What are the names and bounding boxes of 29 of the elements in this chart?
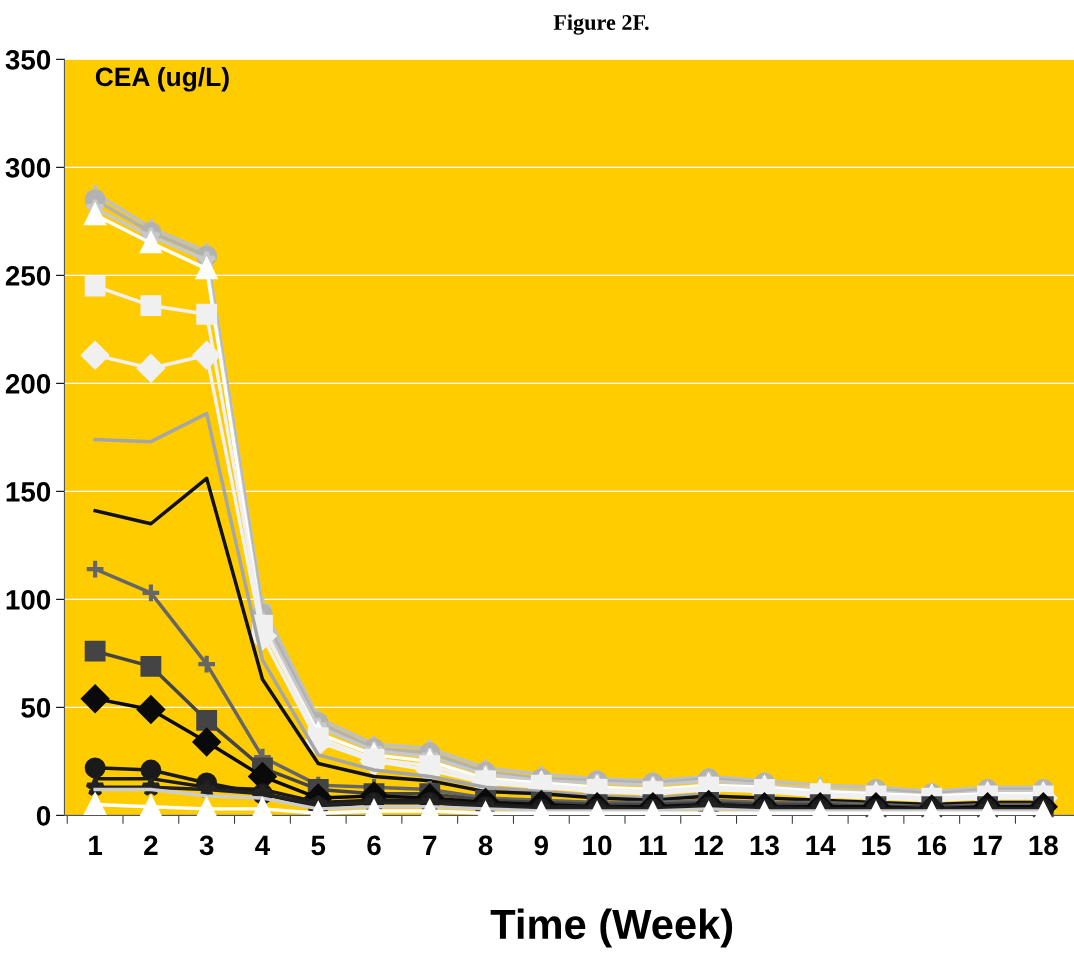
y-tick-label: 300 [5,158,51,178]
x-tick-label: 6 [367,835,381,856]
y-tick-label: 350 [5,50,51,70]
x-tick-label: 13 [750,835,779,856]
y-tick-label: 100 [6,590,51,610]
y-tick-label: 250 [5,266,51,286]
x-tick-label: 10 [583,835,612,856]
x-tick-label: 9 [534,835,549,856]
y-tick-label: 0 [36,806,51,826]
y-tick-label: 200 [5,374,51,394]
y-axis-title: CEA (ug/L) [95,66,229,92]
x-tick-label: 1 [89,835,103,855]
x-tick-label: 7 [423,835,437,855]
x-tick-label: 12 [694,835,723,855]
x-tick-label: 2 [144,835,158,855]
x-tick-label: 15 [862,835,891,856]
chart-title: Figure 2F. [553,14,649,35]
y-tick-label: 150 [6,482,51,502]
x-tick-label: 17 [973,835,1002,855]
x-axis-title: Time (Week) [490,908,733,948]
x-tick-label: 8 [478,835,493,856]
y-tick-label: 50 [21,698,51,718]
x-tick-label: 16 [918,835,947,856]
x-tick-label: 14 [806,835,836,855]
x-tick-label: 18 [1029,835,1058,856]
x-tick-label: 5 [311,835,326,856]
x-tick-label: 3 [199,835,214,856]
x-tick-label: 11 [639,835,667,855]
x-tick-label: 4 [255,835,271,855]
